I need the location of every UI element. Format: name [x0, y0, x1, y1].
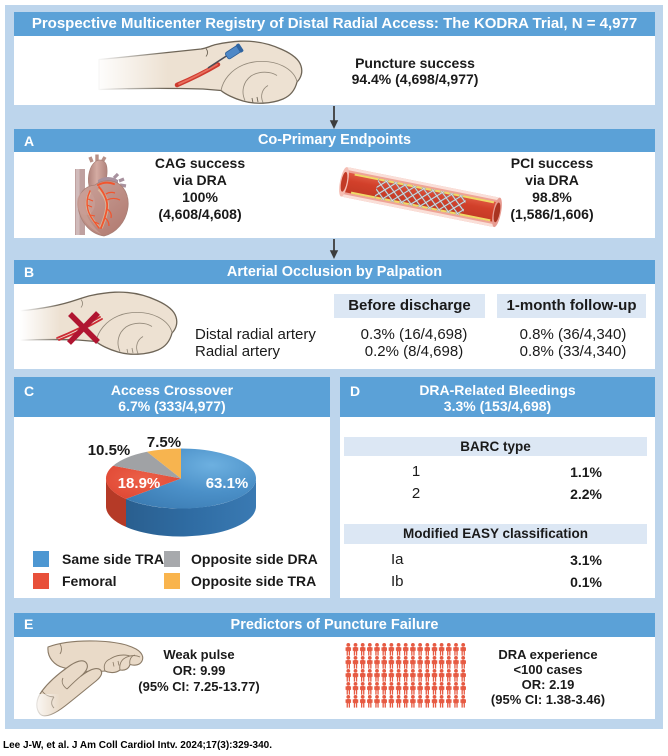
svg-text:63.1%: 63.1% — [206, 475, 249, 492]
svg-text:18.9%: 18.9% — [118, 475, 161, 492]
svg-text:10.5%: 10.5% — [88, 442, 131, 459]
svg-text:7.5%: 7.5% — [147, 434, 181, 451]
